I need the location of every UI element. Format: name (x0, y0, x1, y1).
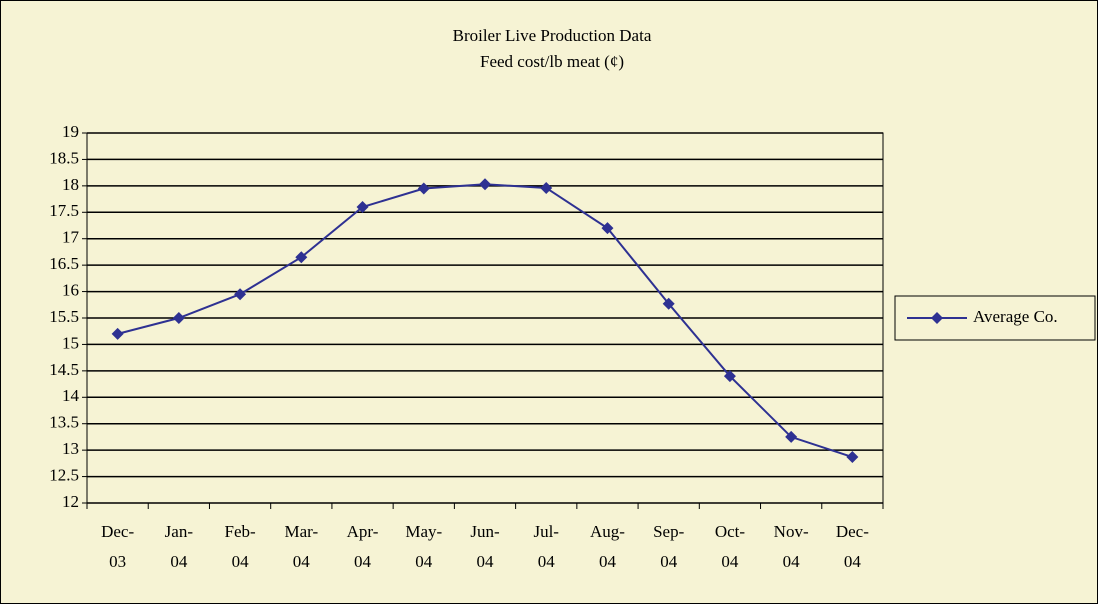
marker (723, 370, 736, 383)
y-tick-label: 14 (62, 386, 80, 405)
x-tick-label: Dec- 03 (101, 522, 134, 571)
marker (785, 430, 798, 443)
x-tick-label-line: Jan- (165, 522, 194, 541)
marker (540, 181, 553, 194)
x-tick-label-line: Jun- (470, 522, 500, 541)
legend-label: Average Co. (973, 307, 1058, 326)
x-tick-label-line: 04 (170, 552, 188, 571)
marker (662, 297, 675, 310)
x-tick-label-line: 04 (538, 552, 556, 571)
x-tick-label-line: Mar- (284, 522, 318, 541)
x-tick-label-line: Sep- (653, 522, 685, 541)
y-tick-label: 17 (62, 228, 80, 247)
x-tick-label-line: Dec- (836, 522, 869, 541)
x-tick-label-line: 04 (477, 552, 495, 571)
x-tick-label-line: Jul- (533, 522, 559, 541)
y-tick-label: 14.5 (49, 360, 79, 379)
y-tick-label: 17.5 (49, 201, 79, 220)
x-tick-label-line: 04 (354, 552, 372, 571)
x-tick-label-line: 04 (721, 552, 739, 571)
marker (234, 288, 247, 301)
y-tick-label: 15.5 (49, 307, 79, 326)
marker (356, 201, 369, 213)
y-tick-label: 12 (62, 492, 79, 511)
x-tick-label: Apr- 04 (347, 522, 379, 571)
x-tick-label-line: 04 (415, 552, 433, 571)
chart-title: Broiler Live Production Data (453, 26, 652, 45)
y-tick-label: 13 (62, 439, 79, 458)
x-tick-label-line: Feb- (224, 522, 256, 541)
y-tick-label: 13.5 (49, 413, 79, 432)
y-tick-label: 15 (62, 333, 79, 352)
marker (601, 222, 614, 235)
marker (479, 178, 491, 191)
y-tick-label: 16.5 (49, 254, 79, 273)
y-tick-label: 12.5 (49, 465, 79, 484)
x-tick-label: Mar- 04 (284, 522, 318, 571)
x-tick-label-line: 03 (109, 552, 126, 571)
x-tick-label-line: 04 (660, 552, 678, 571)
x-tick-label-line: Apr- (347, 522, 379, 541)
marker (172, 312, 185, 324)
x-tick-label: Jun- 04 (470, 522, 500, 571)
y-tick-label: 19 (62, 122, 79, 141)
y-tick-label: 18.5 (49, 148, 79, 167)
x-tick-label-line: May- (405, 522, 442, 541)
x-tick-label: Dec- 04 (836, 522, 869, 571)
x-tick-label-line: Oct- (715, 522, 746, 541)
x-tick-label-line: Aug- (590, 522, 625, 541)
marker (417, 182, 430, 195)
marker (295, 251, 308, 264)
y-tick-label: 18 (62, 175, 79, 194)
x-tick-label: Nov- 04 (774, 522, 809, 571)
x-tick-label: Oct- 04 (715, 522, 746, 571)
x-tick-label-line: 04 (783, 552, 801, 571)
x-tick-label-line: 04 (232, 552, 250, 571)
x-tick-label: Sep- 04 (653, 522, 685, 571)
x-tick-label: Aug- 04 (590, 522, 625, 571)
marker (111, 327, 124, 340)
marker (846, 451, 859, 464)
x-tick-label: May- 04 (405, 522, 442, 571)
y-tick-label: 16 (62, 280, 79, 299)
x-tick-label-line: Dec- (101, 522, 134, 541)
x-tick-label: Feb- 04 (224, 522, 256, 571)
chart-subtitle: Feed cost/lb meat (¢) (480, 52, 624, 71)
x-tick-label-line: 04 (599, 552, 617, 571)
x-tick-label-line: 04 (293, 552, 311, 571)
legend-marker (931, 312, 943, 324)
x-tick-label: Jul- 04 (533, 522, 559, 571)
x-tick-label-line: Nov- (774, 522, 809, 541)
x-tick-label: Jan- 04 (165, 522, 194, 571)
x-tick-label-line: 04 (844, 552, 862, 571)
